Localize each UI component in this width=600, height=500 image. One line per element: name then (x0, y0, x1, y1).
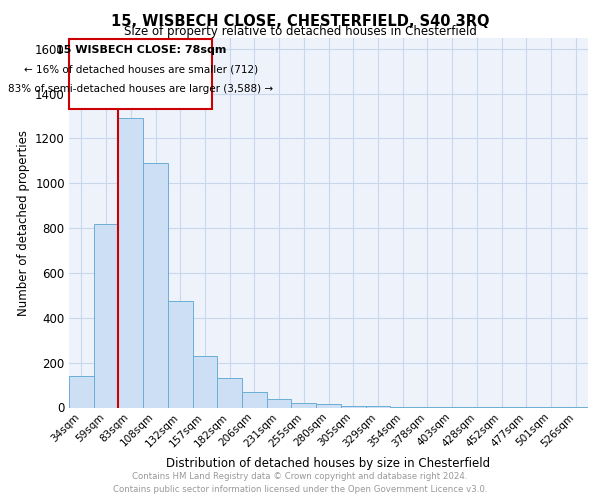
X-axis label: Distribution of detached houses by size in Chesterfield: Distribution of detached houses by size … (166, 457, 491, 470)
Text: Size of property relative to detached houses in Chesterfield: Size of property relative to detached ho… (124, 24, 476, 38)
Bar (365, 406, 390, 408)
Bar (94, 224, 118, 408)
Bar (168, 301, 193, 408)
Bar (217, 378, 242, 408)
Bar (292, 403, 316, 407)
Bar (316, 404, 341, 407)
Bar (70, 38, 212, 110)
Bar (69, 376, 94, 408)
Bar (193, 356, 217, 408)
Bar (341, 406, 365, 408)
Text: 15, WISBECH CLOSE, CHESTERFIELD, S40 3RQ: 15, WISBECH CLOSE, CHESTERFIELD, S40 3RQ (111, 14, 489, 29)
Text: 83% of semi-detached houses are larger (3,588) →: 83% of semi-detached houses are larger (… (8, 84, 274, 94)
Bar (242, 392, 267, 407)
Y-axis label: Number of detached properties: Number of detached properties (17, 130, 29, 316)
Bar (143, 163, 168, 408)
Text: 15 WISBECH CLOSE: 78sqm: 15 WISBECH CLOSE: 78sqm (56, 45, 226, 55)
Bar (267, 398, 292, 407)
Text: Contains HM Land Registry data © Crown copyright and database right 2024.
Contai: Contains HM Land Registry data © Crown c… (113, 472, 487, 494)
Bar (118, 118, 143, 408)
Text: ← 16% of detached houses are smaller (712): ← 16% of detached houses are smaller (71… (24, 64, 258, 74)
Bar (390, 407, 415, 408)
